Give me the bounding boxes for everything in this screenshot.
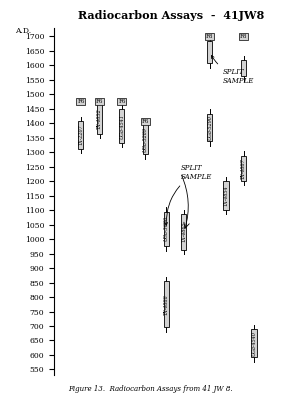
Bar — [241, 156, 246, 181]
Bar — [224, 181, 229, 210]
Text: SPLIT
SAMPLE: SPLIT SAMPLE — [212, 56, 254, 85]
Bar — [251, 329, 256, 357]
Text: UGa-5289: UGa-5289 — [143, 127, 148, 152]
Text: F6: F6 — [77, 99, 85, 104]
Bar — [207, 41, 212, 63]
Text: UGa-4541: UGa-4541 — [119, 114, 124, 139]
Title: Radiocarbon Assays  -  41JW8: Radiocarbon Assays - 41JW8 — [78, 10, 264, 21]
Text: F6: F6 — [142, 119, 149, 124]
Bar — [143, 124, 148, 154]
Bar — [241, 60, 246, 76]
Text: UGa-3680: UGa-3680 — [164, 216, 169, 241]
Bar — [78, 121, 83, 149]
Text: TX-4854: TX-4854 — [224, 185, 229, 206]
Text: F8: F8 — [206, 34, 213, 39]
Bar — [207, 114, 212, 141]
Text: F6: F6 — [96, 99, 103, 104]
Text: UGa-4540: UGa-4540 — [252, 331, 256, 356]
Text: F8: F8 — [240, 34, 247, 39]
Bar — [181, 214, 186, 250]
Text: TX-4865: TX-4865 — [182, 222, 186, 242]
Text: F6: F6 — [118, 99, 125, 104]
Text: TX-2207: TX-2207 — [78, 124, 83, 145]
Text: Figure 13.  Radiocarbon Assays from 41 JW 8.: Figure 13. Radiocarbon Assays from 41 JW… — [68, 385, 232, 393]
Text: TX-4887: TX-4887 — [241, 158, 246, 179]
Text: UGa-5290: UGa-5290 — [207, 115, 212, 140]
Text: TX-4888: TX-4888 — [164, 294, 169, 315]
Bar — [164, 281, 169, 327]
Text: SPLIT
SAMPLE: SPLIT SAMPLE — [165, 164, 212, 225]
Bar — [164, 212, 169, 246]
Text: TX-4852: TX-4852 — [97, 109, 102, 129]
Bar — [119, 109, 124, 143]
Text: A.D.: A.D. — [16, 27, 32, 35]
Bar — [97, 104, 102, 134]
